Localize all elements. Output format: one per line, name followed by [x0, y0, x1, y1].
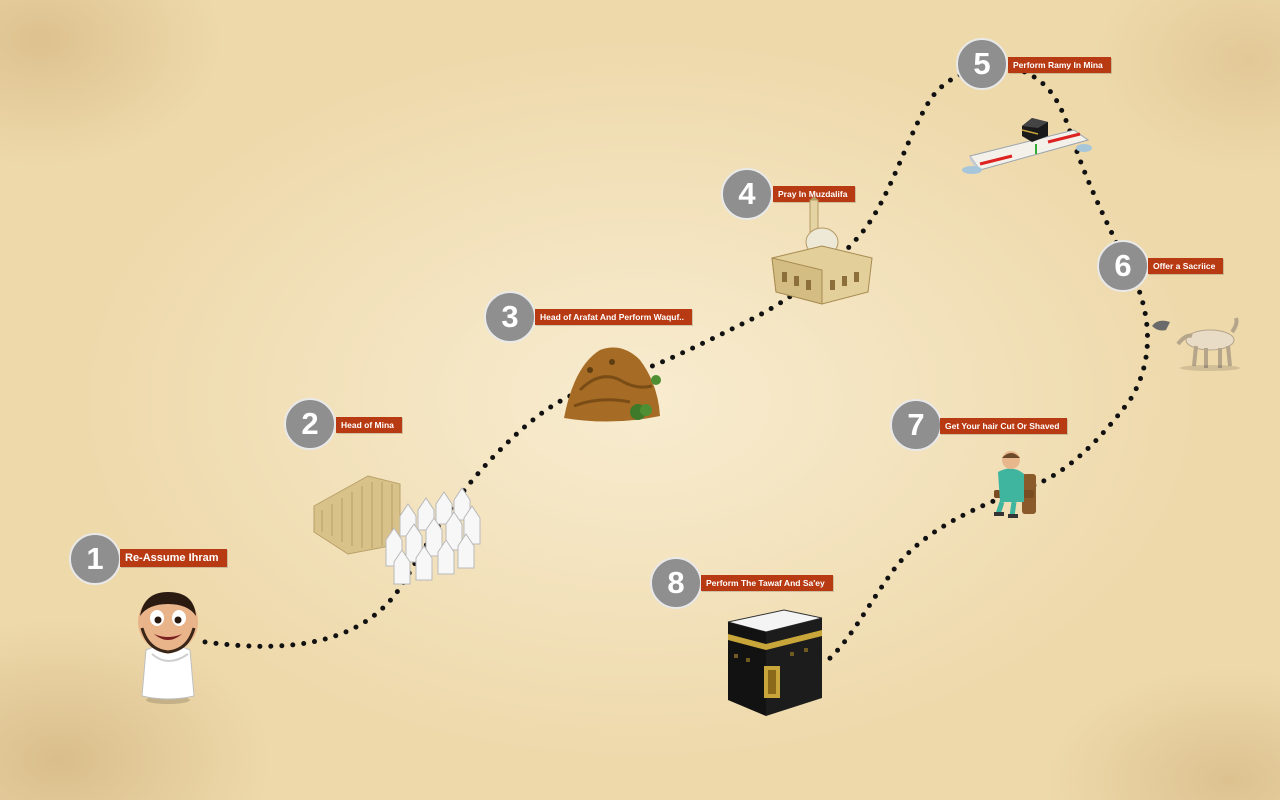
step-6-label[interactable]: Offer a Sacriice — [1148, 258, 1224, 274]
step-1-label[interactable]: Re-Assume Ihram — [120, 549, 227, 567]
step-2-badge[interactable]: 2 — [284, 398, 336, 450]
step-5-label[interactable]: Perform Ramy In Mina — [1008, 57, 1111, 73]
barber-chair-icon[interactable] — [984, 446, 1048, 520]
step-4-badge[interactable]: 4 — [721, 168, 773, 220]
mina-tents-icon[interactable] — [308, 470, 488, 590]
muzdalifa-mosque-icon[interactable] — [762, 196, 878, 308]
step-2-label[interactable]: Head of Mina — [336, 417, 402, 433]
camel-sacrifice-icon[interactable] — [1148, 310, 1242, 374]
mount-arafat-icon[interactable] — [560, 340, 664, 424]
jamarat-bridge-icon[interactable] — [960, 108, 1094, 180]
kaaba-icon[interactable] — [724, 608, 828, 720]
step-8-badge[interactable]: 8 — [650, 557, 702, 609]
step-4-label[interactable]: Pray In Muzdalifa — [773, 186, 856, 202]
pilgrim-in-ihram-icon[interactable] — [128, 588, 208, 706]
step-1-badge[interactable]: 1 — [69, 533, 121, 585]
step-3-label[interactable]: Head of Arafat And Perform Waquf.. — [535, 309, 693, 325]
step-8-label[interactable]: Perform The Tawaf And Sa'ey — [701, 575, 833, 591]
step-7-badge[interactable]: 7 — [890, 399, 942, 451]
step-5-badge[interactable]: 5 — [956, 38, 1008, 90]
step-6-badge[interactable]: 6 — [1097, 240, 1149, 292]
step-3-badge[interactable]: 3 — [484, 291, 536, 343]
step-7-label[interactable]: Get Your hair Cut Or Shaved — [940, 418, 1068, 434]
